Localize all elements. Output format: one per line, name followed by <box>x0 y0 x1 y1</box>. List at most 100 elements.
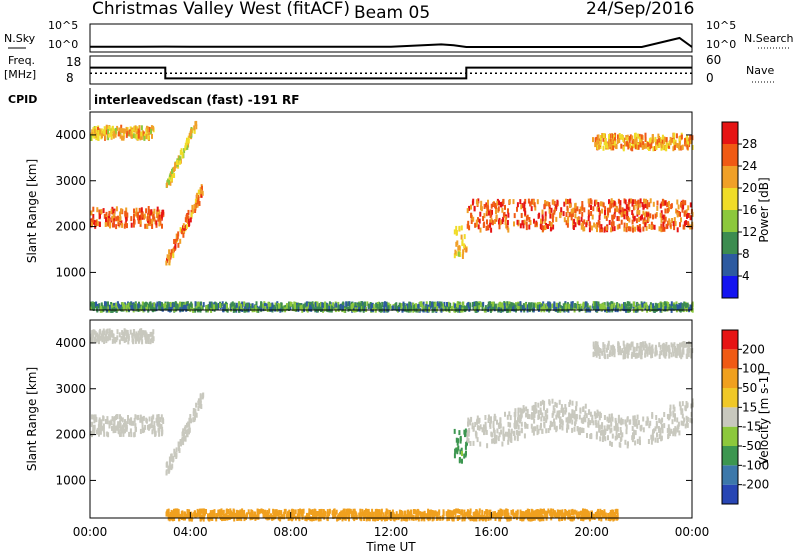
data-cell <box>540 516 543 522</box>
data-cell <box>678 140 681 146</box>
data-cell <box>141 419 144 425</box>
data-cell <box>680 145 683 151</box>
data-cell <box>181 510 184 516</box>
data-cell <box>157 427 160 433</box>
data-cell <box>571 400 574 406</box>
data-cell <box>516 509 519 515</box>
colorbar-cell <box>722 276 738 298</box>
data-cell <box>662 200 665 206</box>
data-cell <box>148 209 151 215</box>
data-cell <box>184 436 187 442</box>
data-cell <box>140 328 143 334</box>
y-tick-label: 2000 <box>55 220 86 234</box>
data-cell <box>567 199 570 205</box>
data-cell <box>101 133 103 139</box>
data-cell <box>139 330 142 335</box>
data-cell <box>680 217 682 223</box>
data-cell <box>183 228 186 234</box>
data-cell <box>417 303 420 309</box>
data-cell <box>100 419 103 425</box>
data-cell <box>421 304 424 310</box>
data-cell <box>678 401 681 407</box>
data-cell <box>507 212 510 218</box>
data-cell <box>297 306 300 312</box>
data-cell <box>555 306 558 312</box>
data-cell <box>94 336 97 342</box>
data-cell <box>197 196 200 202</box>
data-cell <box>184 145 187 151</box>
data-cell <box>690 348 693 354</box>
data-cell <box>156 206 159 212</box>
nave-label: Nave <box>746 64 774 77</box>
data-cell <box>101 337 104 343</box>
data-cell <box>632 227 634 233</box>
data-cell <box>597 301 600 307</box>
data-cell <box>503 303 506 308</box>
data-cell <box>629 345 632 351</box>
data-cell <box>599 413 602 418</box>
data-cell <box>127 415 129 420</box>
data-cell <box>679 306 682 312</box>
data-cell <box>173 448 176 454</box>
data-cell <box>590 205 592 210</box>
data-cell <box>453 253 456 259</box>
data-cell <box>544 304 547 310</box>
data-cell <box>585 514 588 520</box>
data-cell <box>460 225 463 231</box>
data-cell <box>621 432 624 438</box>
data-cell <box>601 208 604 214</box>
data-cell <box>464 444 467 450</box>
data-cell <box>143 330 146 336</box>
data-cell <box>500 429 503 435</box>
data-cell <box>90 135 92 141</box>
data-cell <box>378 514 381 520</box>
data-cell <box>470 204 472 210</box>
data-cell <box>566 205 569 211</box>
station-title: Christmas Valley West (fitACF) <box>92 0 350 19</box>
data-cell <box>191 208 194 214</box>
data-cell <box>637 352 639 358</box>
data-cell <box>607 306 609 312</box>
data-cell <box>647 216 650 222</box>
data-cell <box>113 130 116 136</box>
data-cell <box>92 302 95 307</box>
data-cell <box>600 224 603 230</box>
data-cell <box>584 417 587 423</box>
data-cell <box>354 302 357 308</box>
data-cell <box>602 133 605 138</box>
data-cell <box>233 516 236 522</box>
data-cell <box>656 205 659 211</box>
data-cell <box>561 425 564 431</box>
data-cell <box>187 428 190 434</box>
data-cell <box>108 328 111 334</box>
data-cell <box>273 304 276 310</box>
data-cell <box>319 516 322 522</box>
data-cell <box>492 305 495 311</box>
data-cell <box>123 331 126 336</box>
data-cell <box>434 301 437 307</box>
data-cell <box>539 425 542 431</box>
data-cell <box>635 353 638 359</box>
data-cell <box>544 225 547 230</box>
data-cell <box>650 304 653 310</box>
data-cell <box>683 417 686 423</box>
data-cell <box>552 405 555 411</box>
data-cell <box>151 219 154 225</box>
data-cell <box>192 417 195 423</box>
data-cell <box>531 412 533 418</box>
data-cell <box>414 509 417 515</box>
colorbar-cell <box>722 210 738 232</box>
data-cell <box>507 208 509 214</box>
data-cell <box>555 402 558 408</box>
data-cell <box>475 199 478 205</box>
data-cell <box>354 510 357 516</box>
data-cell <box>492 511 495 517</box>
data-cell <box>139 214 142 220</box>
data-cell <box>187 135 190 141</box>
data-cell <box>625 429 628 435</box>
data-cell <box>495 434 498 440</box>
data-cell <box>130 305 133 311</box>
data-cell <box>673 145 676 151</box>
data-cell <box>500 514 503 520</box>
data-cell <box>599 135 602 140</box>
